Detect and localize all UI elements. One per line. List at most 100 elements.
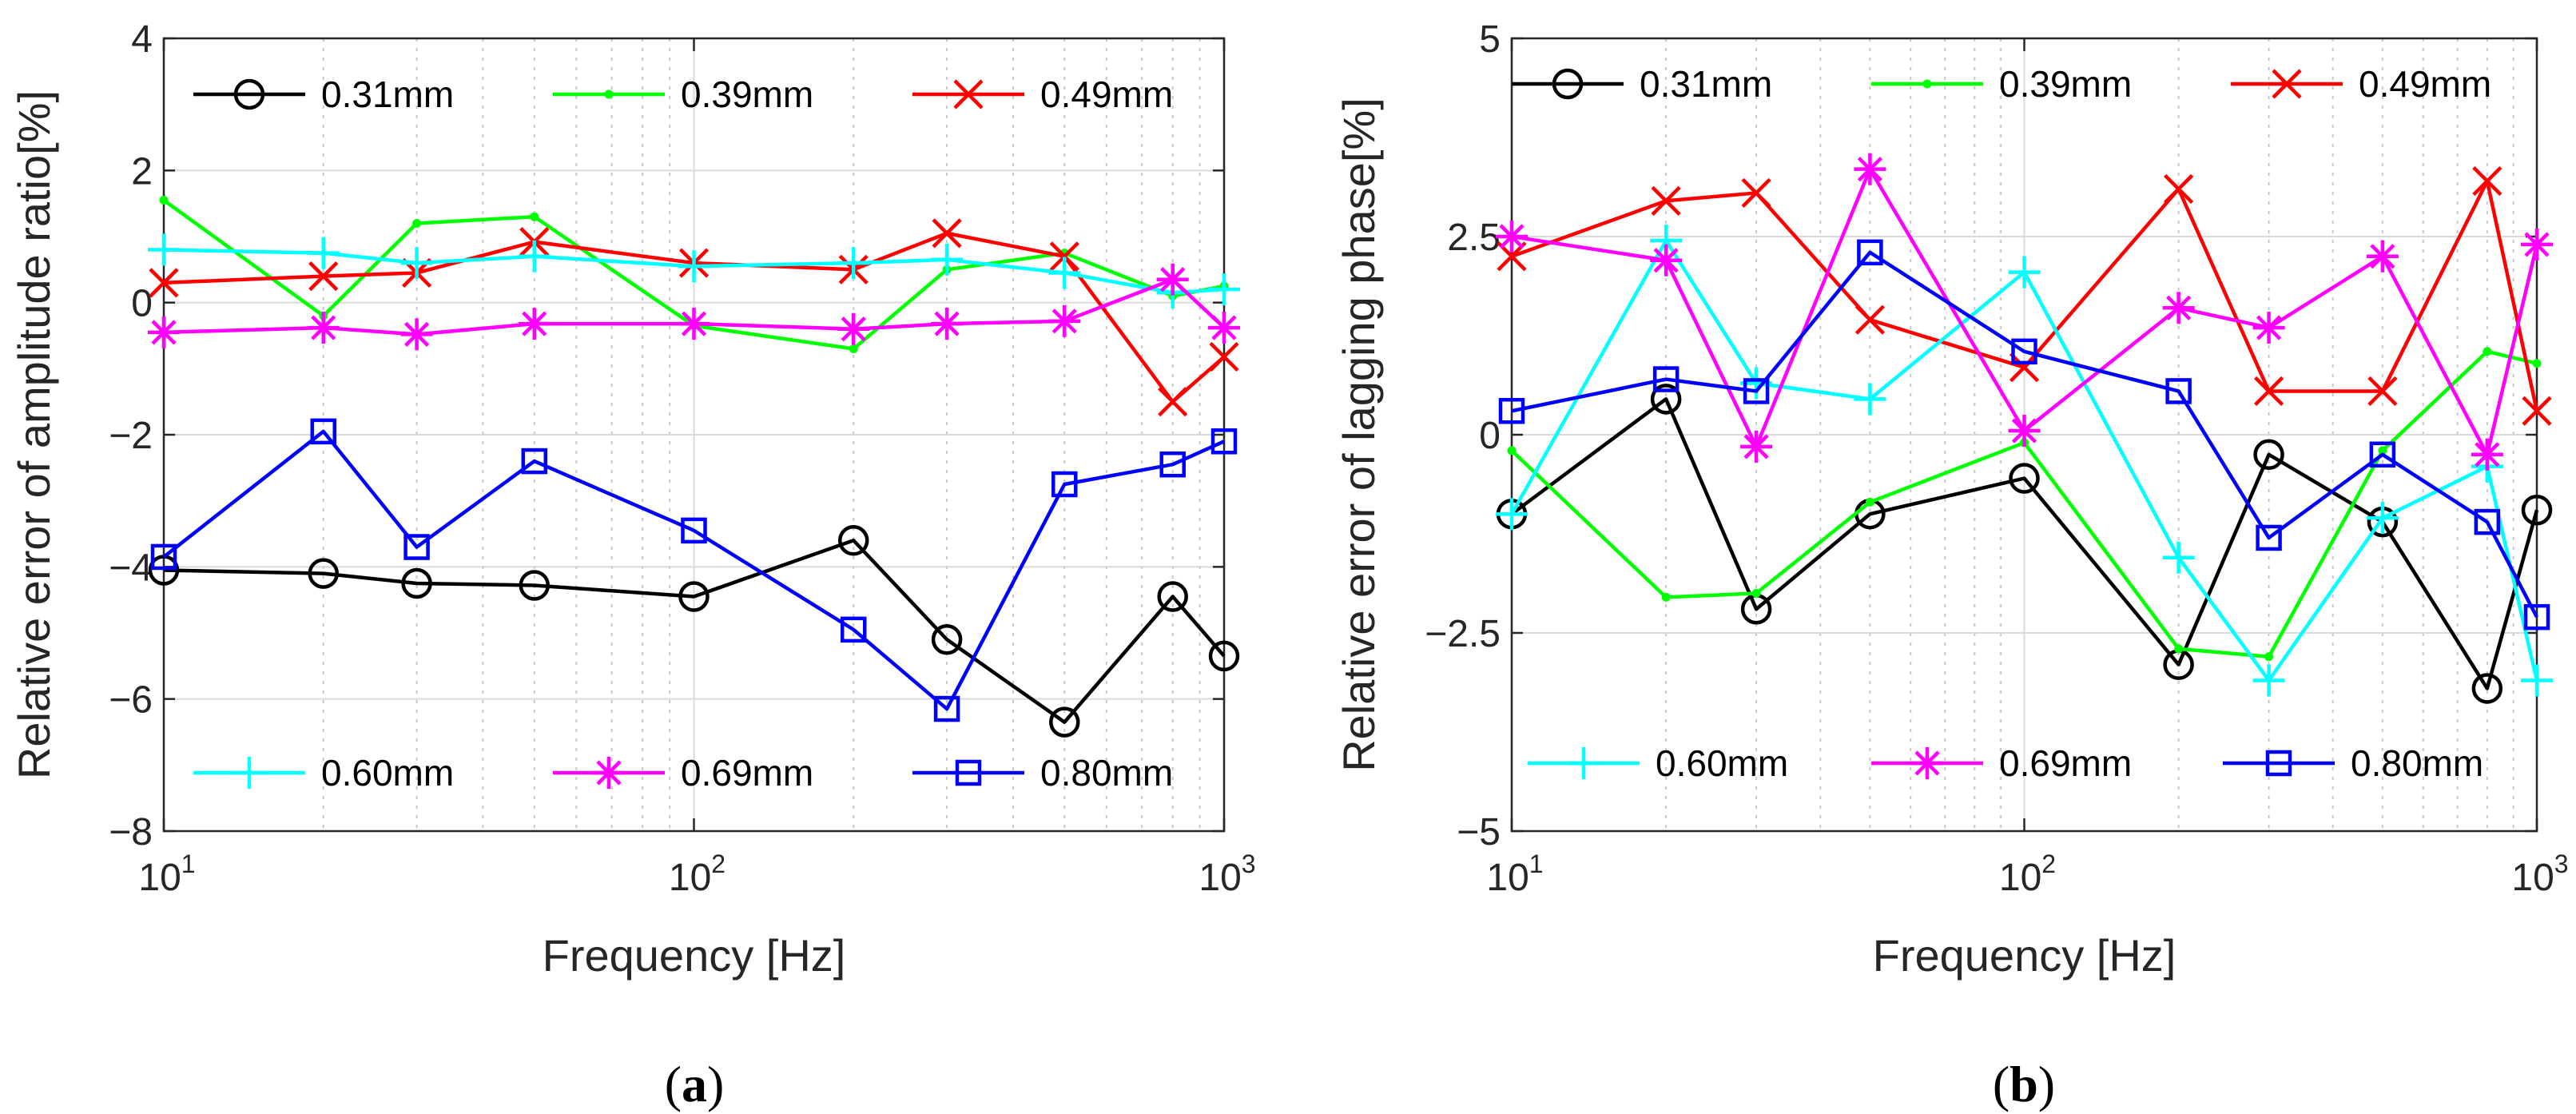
point-0.69mm-marker bbox=[2008, 415, 2041, 448]
point-0.39mm-marker bbox=[2264, 652, 2274, 662]
legend-label: 0.60mm bbox=[1656, 742, 1788, 784]
series-line-0.49mm bbox=[1511, 179, 2539, 412]
legend-marker bbox=[1568, 747, 1600, 779]
point-0.39mm-marker bbox=[530, 212, 539, 221]
legend-entry-0.69mm: 0.69mm bbox=[1871, 742, 2132, 784]
point-0.49mm-marker bbox=[2472, 165, 2502, 197]
series-0.49mm bbox=[1497, 165, 2552, 426]
point-0.80mm-marker bbox=[2256, 524, 2282, 551]
point-0.49mm-marker bbox=[1741, 177, 1771, 209]
point-0.49mm-marker bbox=[2164, 173, 2194, 205]
legend-marker bbox=[955, 759, 982, 786]
series-0.69mm bbox=[1496, 153, 2553, 471]
point-0.80mm-marker bbox=[1210, 428, 1238, 455]
legend-entry-0.31mm: 0.31mm bbox=[193, 74, 454, 115]
point-0.69mm-marker bbox=[678, 308, 710, 340]
point-0.69mm-marker bbox=[400, 318, 433, 351]
point-0.60mm-marker bbox=[837, 247, 870, 280]
series-0.31mm bbox=[148, 525, 1240, 738]
panel-label: (b) bbox=[1993, 1056, 2055, 1112]
y-tick-label: −8 bbox=[109, 811, 153, 853]
point-0.31mm-marker bbox=[678, 581, 710, 612]
point-0.69mm-marker bbox=[1650, 244, 1683, 277]
series-0.60mm bbox=[1496, 224, 2553, 697]
point-0.60mm-marker bbox=[678, 250, 710, 283]
point-0.60mm-marker bbox=[148, 233, 180, 266]
point-0.69mm-marker bbox=[931, 308, 964, 340]
legend-entry-0.49mm: 0.49mm bbox=[2231, 63, 2491, 105]
legend-label: 0.69mm bbox=[681, 752, 813, 794]
point-0.69mm-marker bbox=[1496, 221, 1528, 253]
series-line-0.60mm bbox=[163, 248, 1225, 295]
point-0.39mm-marker bbox=[412, 218, 422, 228]
point-0.69mm-marker bbox=[148, 316, 180, 348]
point-0.49mm-marker bbox=[1158, 387, 1188, 417]
point-0.39mm-marker bbox=[849, 344, 858, 354]
point-0.39mm-marker bbox=[159, 196, 169, 205]
legend-label: 0.69mm bbox=[1999, 742, 2132, 784]
point-0.31mm-marker bbox=[2253, 439, 2284, 471]
legend-label: 0.39mm bbox=[1999, 63, 2132, 105]
x-tick-label: 103 bbox=[2511, 849, 2568, 899]
legend-marker bbox=[593, 757, 625, 789]
point-0.49mm-marker bbox=[1854, 304, 1885, 335]
y-tick-label: −2 bbox=[109, 415, 153, 457]
legend-label: 0.49mm bbox=[2359, 63, 2491, 105]
point-0.31mm-marker bbox=[1157, 581, 1188, 612]
point-0.60mm-marker bbox=[2162, 541, 2195, 574]
tick-marks bbox=[1510, 37, 2538, 833]
point-0.69mm-marker bbox=[518, 308, 551, 340]
legend-label: 0.80mm bbox=[1040, 752, 1173, 794]
legend-entry-0.39mm: 0.39mm bbox=[1871, 63, 2132, 105]
y-tick-label: −2.5 bbox=[1425, 613, 1501, 655]
point-0.80mm-marker bbox=[1498, 397, 1525, 424]
point-0.69mm-marker bbox=[1156, 263, 1189, 296]
point-0.60mm-marker bbox=[2521, 664, 2553, 697]
legend-top: 0.31mm 0.39mm 0.49mm bbox=[1512, 63, 2491, 105]
legend-marker bbox=[1911, 747, 1943, 779]
series-line-0.39mm bbox=[1510, 349, 2538, 659]
y-tick-label: −4 bbox=[109, 547, 153, 589]
point-0.80mm-marker bbox=[840, 616, 867, 643]
point-0.80mm-marker bbox=[403, 534, 430, 560]
point-0.80mm-marker bbox=[2523, 603, 2550, 631]
y-axis-label: Relative error of lagging phase[%] bbox=[1334, 97, 1384, 772]
point-0.49mm-marker bbox=[149, 268, 179, 298]
point-0.69mm-marker bbox=[2162, 292, 2195, 324]
point-0.69mm-marker bbox=[2521, 228, 2553, 261]
point-0.80mm-marker bbox=[1159, 451, 1186, 478]
point-0.80mm-marker bbox=[310, 418, 336, 445]
series-line-0.31mm bbox=[1510, 397, 2539, 690]
point-0.69mm-marker bbox=[1854, 153, 1886, 185]
legend-entry-0.39mm: 0.39mm bbox=[553, 74, 813, 115]
y-tick-label: 2.5 bbox=[1447, 217, 1501, 259]
legend-entry-0.69mm: 0.69mm bbox=[553, 752, 813, 794]
y-tick-label: 2 bbox=[131, 150, 153, 193]
point-0.60mm-marker bbox=[1048, 257, 1081, 289]
point-0.80mm-marker bbox=[1652, 366, 1680, 392]
legend-marker bbox=[1922, 79, 1932, 89]
panel-label: (a) bbox=[665, 1056, 725, 1112]
point-0.31mm-marker bbox=[1049, 706, 1080, 738]
point-0.60mm-marker bbox=[518, 240, 551, 273]
point-0.69mm-marker bbox=[2366, 240, 2399, 273]
point-0.31mm-marker bbox=[931, 624, 963, 655]
point-0.60mm-marker bbox=[1496, 498, 1528, 531]
x-tick-label: 103 bbox=[1199, 849, 1255, 899]
x-axis-label: Frequency [Hz] bbox=[543, 930, 846, 981]
point-0.69mm-marker bbox=[1208, 312, 1240, 344]
point-0.80mm-marker bbox=[1743, 378, 1770, 404]
point-0.80mm-marker bbox=[1051, 471, 1078, 498]
legend-label: 0.31mm bbox=[1640, 63, 1772, 105]
point-0.69mm-marker bbox=[307, 312, 340, 344]
point-0.80mm-marker bbox=[521, 448, 548, 475]
x-axis-label: Frequency [Hz] bbox=[1873, 930, 2176, 981]
y-tick-label: −5 bbox=[1457, 811, 1501, 853]
point-0.80mm-marker bbox=[2369, 441, 2396, 468]
point-0.39mm-marker bbox=[2483, 347, 2492, 356]
point-0.69mm-marker bbox=[837, 312, 870, 345]
point-0.60mm-marker bbox=[1208, 273, 1240, 306]
point-0.80mm-marker bbox=[2165, 378, 2192, 404]
legend-label: 0.39mm bbox=[681, 74, 813, 115]
